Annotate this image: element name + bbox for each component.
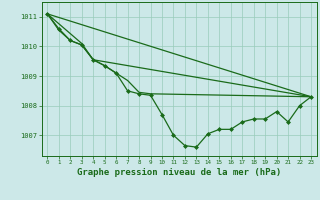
X-axis label: Graphe pression niveau de la mer (hPa): Graphe pression niveau de la mer (hPa) [77,168,281,177]
